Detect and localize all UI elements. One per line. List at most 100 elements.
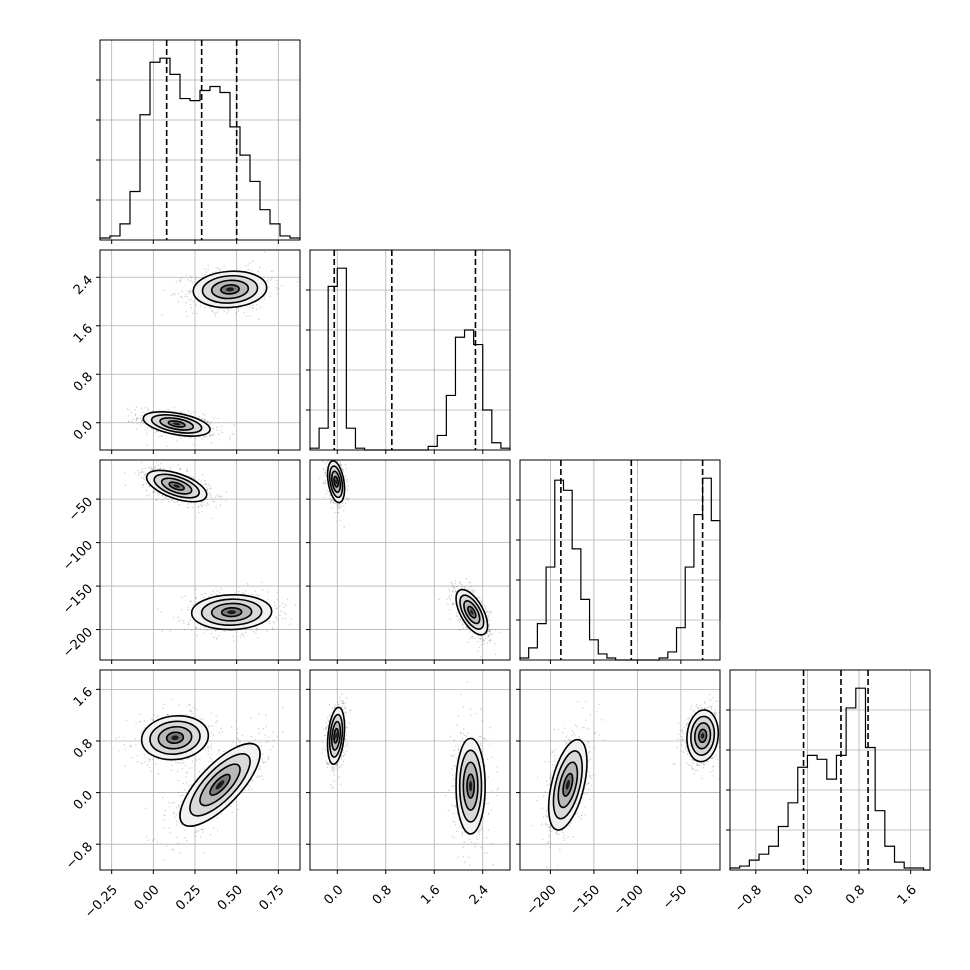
pair-content — [100, 250, 300, 450]
sample-point — [153, 490, 156, 493]
sample-point — [139, 713, 141, 715]
sample-point — [250, 716, 252, 719]
sample-point — [477, 597, 479, 599]
sample-point — [155, 763, 157, 765]
sample-point — [211, 434, 214, 436]
sample-point — [190, 617, 192, 619]
sample-point — [248, 785, 251, 788]
sample-point — [325, 468, 327, 471]
sample-point — [453, 588, 455, 590]
sample-point — [187, 704, 190, 707]
sample-point — [148, 493, 150, 496]
sample-point — [209, 492, 212, 495]
contour-line — [467, 605, 477, 619]
sample-point — [241, 633, 244, 635]
histogram-panel-1 — [306, 249, 511, 454]
sample-point — [336, 504, 339, 506]
sample-point — [344, 502, 347, 504]
sample-point — [452, 585, 454, 588]
sample-point — [172, 616, 175, 619]
sample-point — [190, 502, 192, 504]
sample-point — [451, 584, 454, 586]
sample-point — [208, 435, 211, 437]
sample-point — [330, 456, 332, 458]
sample-point — [188, 436, 190, 439]
sample-point — [140, 472, 142, 475]
panel-frame — [99, 459, 301, 661]
sample-point — [199, 436, 201, 439]
sample-point — [458, 629, 460, 631]
sample-point — [205, 483, 207, 486]
sample-point — [209, 422, 211, 425]
sample-point — [332, 501, 335, 504]
sample-point — [324, 471, 327, 474]
sample-point — [275, 608, 277, 610]
sample-point — [135, 744, 137, 746]
sample-point — [326, 461, 329, 463]
sample-point — [136, 417, 138, 420]
sample-point — [168, 408, 170, 411]
sample-point — [447, 603, 449, 606]
sample-point — [179, 795, 182, 797]
sample-point — [206, 502, 209, 505]
sample-point — [341, 468, 344, 470]
sample-point — [334, 502, 337, 504]
sample-point — [337, 507, 339, 509]
sample-point — [146, 444, 148, 446]
sample-point — [336, 520, 338, 522]
sample-point — [215, 715, 217, 717]
sample-point — [218, 269, 220, 272]
sample-point — [325, 483, 327, 486]
sample-point — [199, 627, 202, 630]
sample-point — [269, 295, 271, 298]
sample-point — [208, 724, 211, 727]
sample-point — [342, 469, 344, 471]
sample-point — [452, 603, 454, 606]
sample-point — [234, 592, 236, 595]
sample-point — [209, 745, 212, 748]
sample-point — [152, 491, 154, 494]
sample-point — [211, 517, 214, 519]
contour-line — [153, 473, 200, 499]
sample-point — [212, 428, 215, 430]
sample-point — [337, 511, 339, 514]
sample-point — [178, 761, 181, 764]
sample-point — [263, 298, 266, 300]
sample-point — [488, 625, 490, 627]
sample-point — [338, 506, 341, 509]
sample-point — [255, 593, 258, 596]
sample-point — [245, 315, 248, 318]
sample-point — [201, 474, 204, 476]
sample-point — [157, 494, 159, 496]
contour-line — [142, 411, 211, 437]
sample-point — [486, 642, 489, 644]
sample-point — [185, 310, 187, 313]
sample-point — [215, 494, 218, 496]
sample-point — [141, 476, 143, 478]
sample-point — [276, 286, 278, 289]
sample-point — [163, 496, 166, 499]
sample-point — [142, 477, 145, 480]
sample-point — [163, 289, 165, 291]
contour-line — [200, 598, 263, 627]
sample-point — [211, 725, 213, 727]
sample-point — [498, 631, 501, 633]
sample-point — [474, 637, 476, 640]
sample-point — [348, 497, 350, 500]
sample-point — [265, 725, 267, 728]
sample-point — [223, 310, 225, 312]
sample-point — [248, 262, 251, 264]
sample-point — [191, 760, 194, 763]
sample-point — [149, 758, 151, 761]
sample-point — [161, 494, 164, 497]
sample-point — [480, 637, 482, 640]
contour-line — [333, 475, 339, 488]
sample-point — [467, 641, 470, 643]
panel-frame — [309, 459, 511, 661]
sample-point — [148, 760, 150, 762]
sample-point — [267, 758, 270, 761]
sample-point — [207, 725, 210, 728]
sample-point — [186, 506, 188, 509]
sample-point — [124, 748, 126, 751]
